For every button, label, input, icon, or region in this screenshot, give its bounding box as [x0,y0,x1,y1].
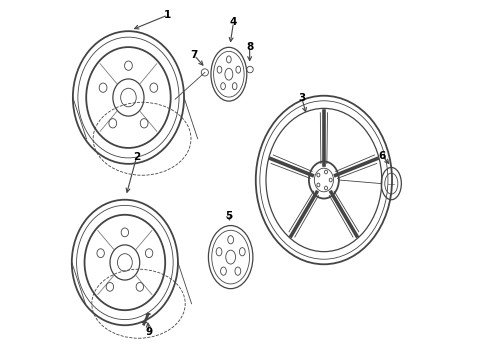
Text: 4: 4 [230,17,237,27]
Text: 8: 8 [246,42,253,51]
Text: 9: 9 [146,327,152,337]
Text: 1: 1 [164,10,171,20]
Text: 2: 2 [133,152,140,162]
Text: 3: 3 [298,93,305,103]
Text: 7: 7 [191,50,198,60]
Text: 6: 6 [378,150,386,161]
Text: 5: 5 [225,211,232,221]
